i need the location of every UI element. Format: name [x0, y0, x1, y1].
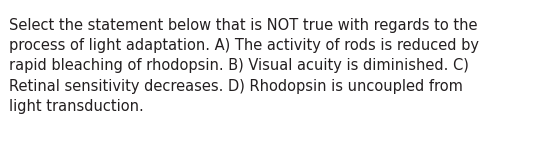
Text: Select the statement below that is NOT true with regards to the
process of light: Select the statement below that is NOT t… [9, 18, 479, 114]
